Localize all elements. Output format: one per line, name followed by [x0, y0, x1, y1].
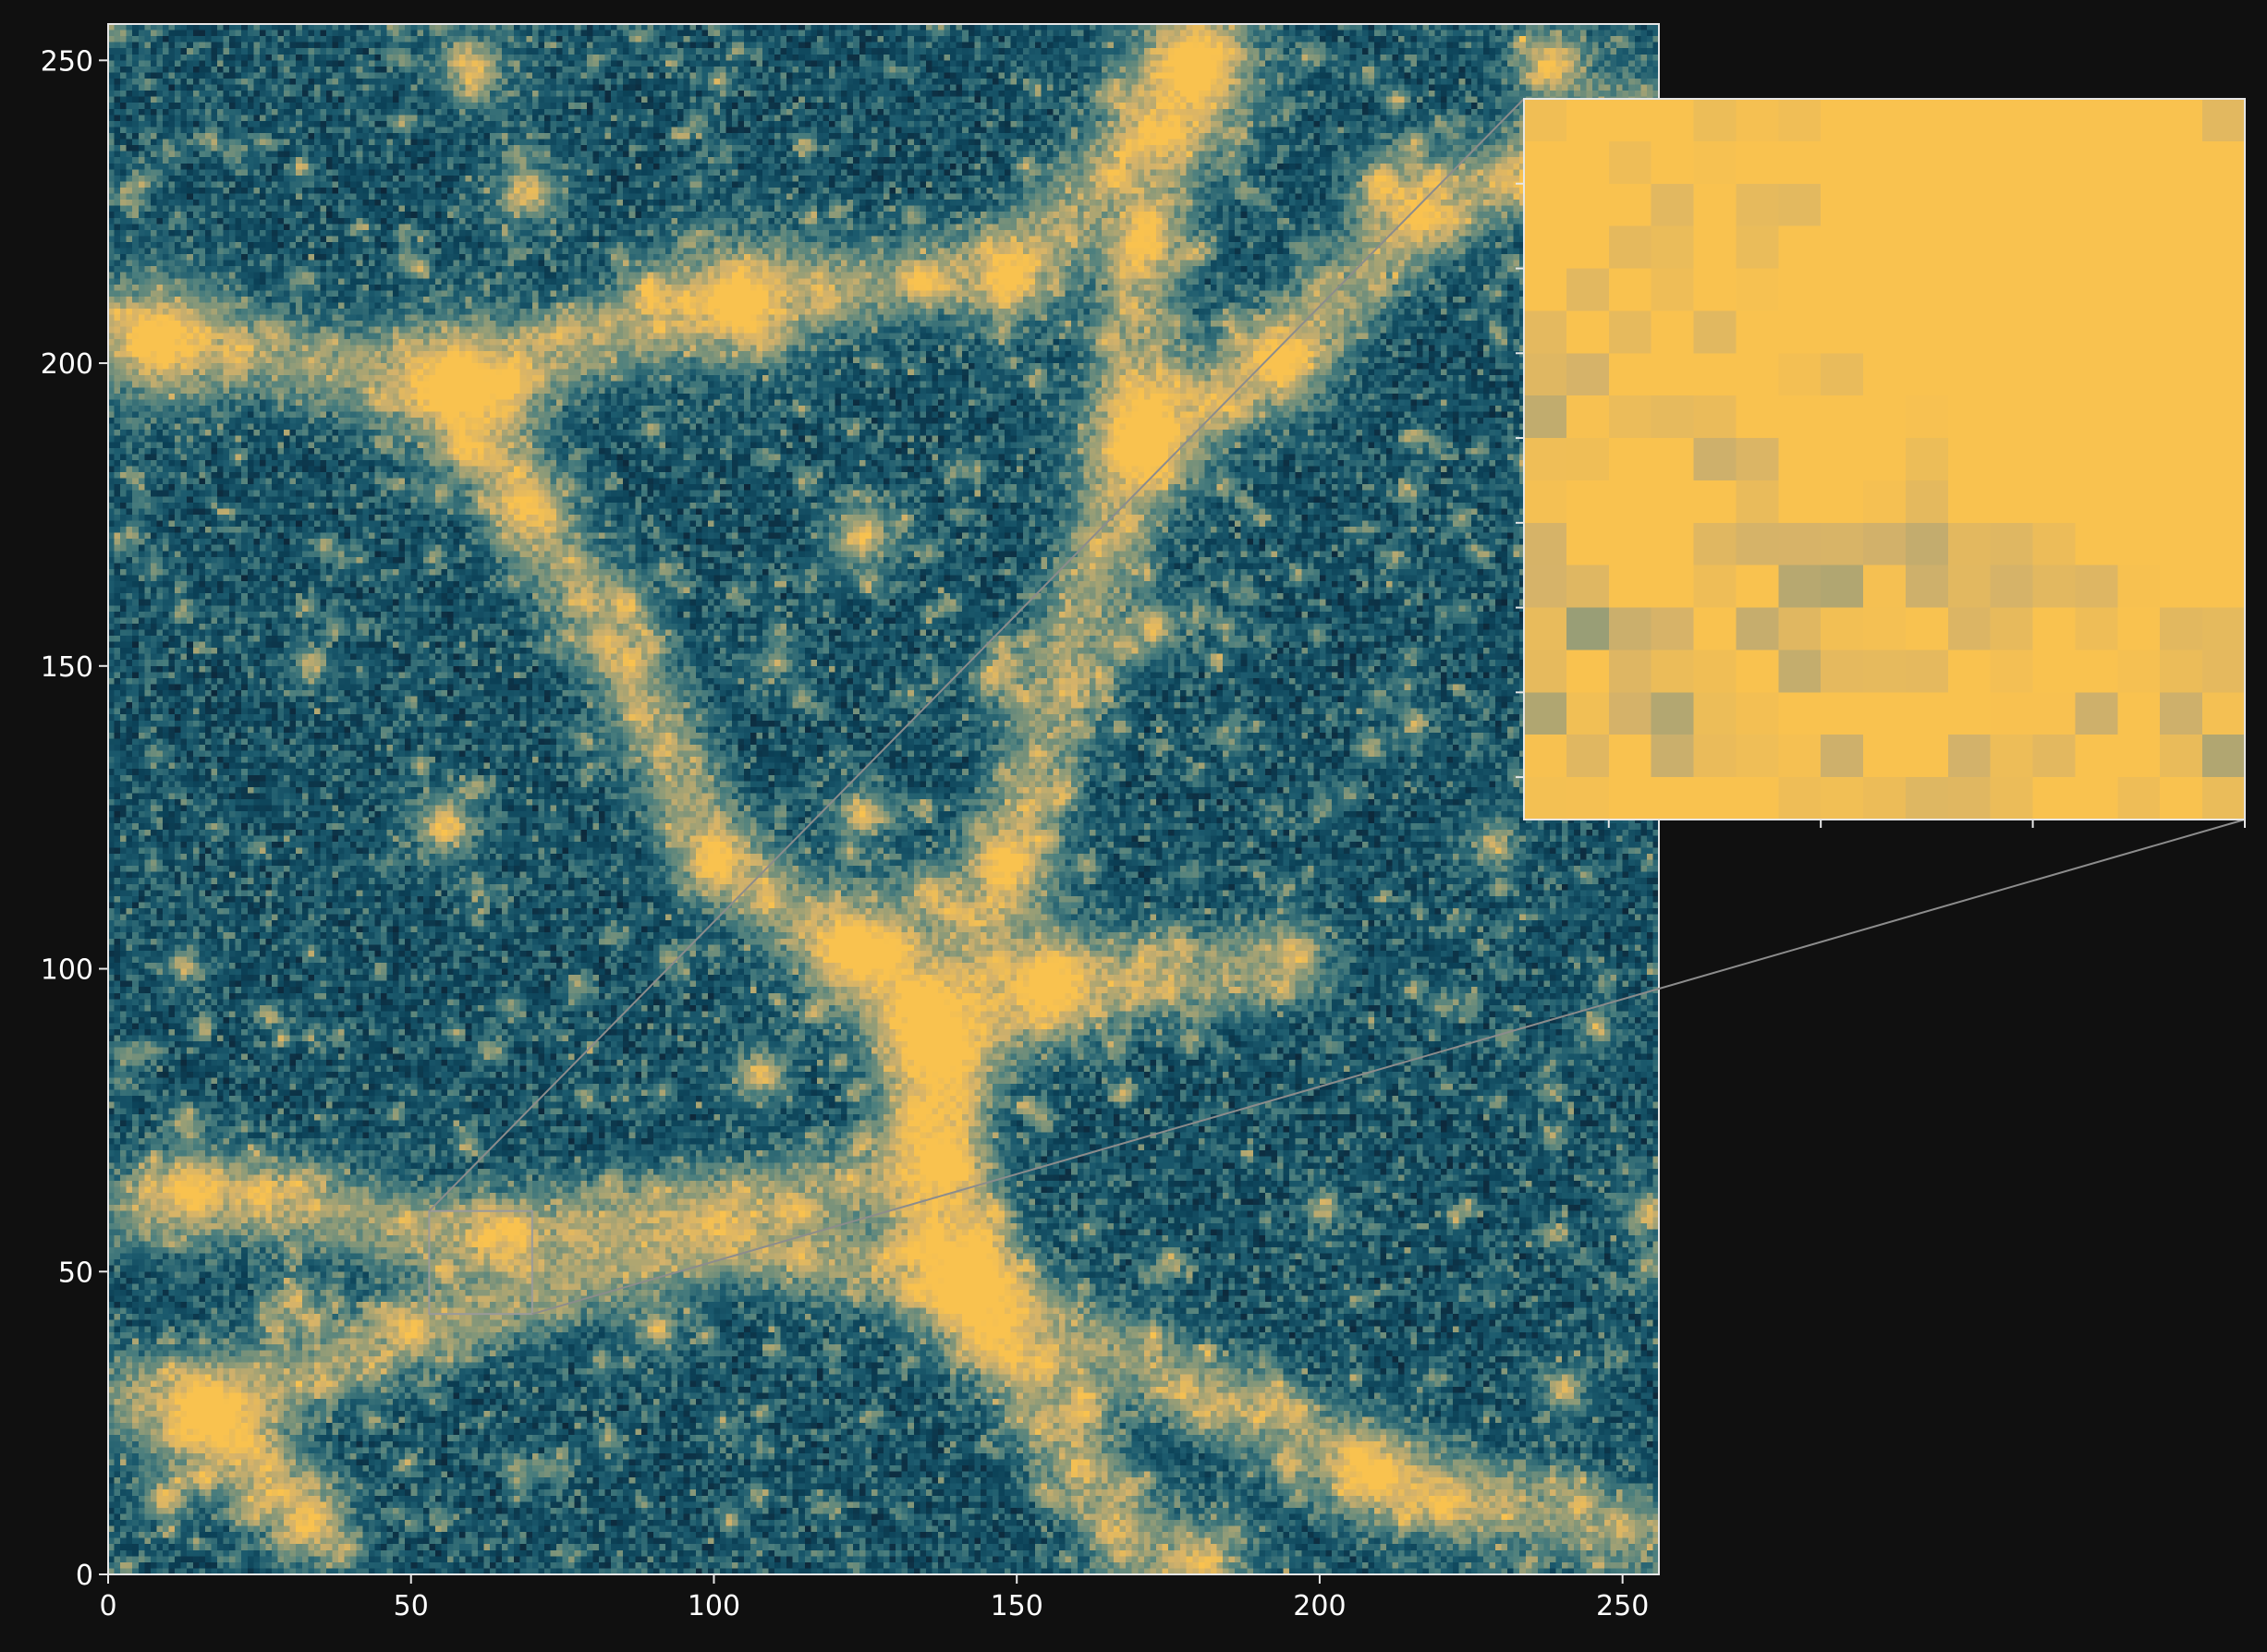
- inset-frame: [1523, 98, 2246, 820]
- inset-density-map: [1524, 99, 2245, 820]
- inset-plot-area: [1516, 98, 2246, 828]
- x-tick-label: 250: [1596, 1590, 1649, 1622]
- x-tick-label: 50: [394, 1590, 429, 1622]
- density-map: [108, 24, 1659, 1574]
- zoom-indicators: [428, 98, 2246, 1316]
- y-axis: 0 50 100 150 200 250: [41, 45, 108, 1592]
- x-axis: 0 50 100 150 200 250: [99, 1574, 1649, 1622]
- x-tick-label: 0: [99, 1590, 116, 1622]
- zoom-connector-top: [428, 98, 1525, 1212]
- y-tick-label: 250: [41, 45, 93, 78]
- main-plot-area: 0 50 100 150 200 250 0 50 100 150 200 250: [41, 23, 1660, 1622]
- y-tick-label: 100: [41, 954, 93, 987]
- y-tick-label: 200: [41, 348, 93, 381]
- y-tick-label: 50: [58, 1257, 93, 1289]
- zoom-connector-bottom: [531, 819, 2246, 1316]
- y-tick-label: 0: [76, 1560, 93, 1592]
- inset-ticks: [1516, 182, 2246, 828]
- y-tick-label: 150: [41, 651, 93, 684]
- x-tick-label: 150: [991, 1590, 1043, 1622]
- x-tick-label: 100: [688, 1590, 740, 1622]
- x-tick-label: 200: [1293, 1590, 1346, 1622]
- zoom-region-box: [428, 1209, 533, 1316]
